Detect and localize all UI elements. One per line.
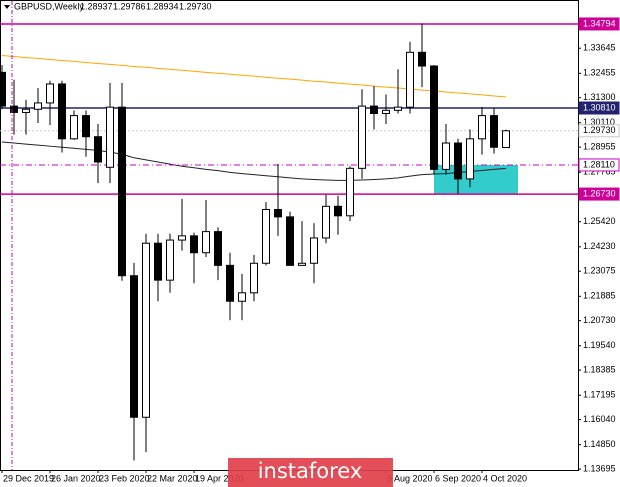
- level-label-box: [578, 124, 620, 138]
- candle-body: [46, 83, 54, 104]
- level-label-box: [578, 101, 620, 115]
- ohlc-close: 1.29730: [179, 1, 212, 11]
- x-tick-label: 6 Sep 2020: [435, 473, 481, 483]
- y-tick-label: 1.31300: [583, 92, 616, 102]
- y-tick-label: 1.32455: [583, 68, 616, 78]
- y-tick-label: 1.30110: [583, 117, 615, 127]
- candle-body: [22, 108, 30, 113]
- watermark-text: instaforex: [258, 459, 363, 483]
- candle-body: [118, 106, 126, 277]
- candle-body: [466, 138, 474, 180]
- candle-body: [478, 115, 486, 140]
- candle-body: [358, 105, 366, 169]
- candle-body: [202, 231, 210, 254]
- candle-body: [346, 167, 354, 217]
- candle-body: [370, 105, 378, 114]
- level-label: 1.30810: [583, 102, 616, 112]
- y-tick-label: 1.21885: [583, 291, 616, 301]
- candle-body: [58, 83, 66, 140]
- y-tick-label: 1.24230: [583, 241, 616, 251]
- candle-body: [70, 115, 78, 140]
- candle-body: [502, 130, 510, 149]
- candle-body: [250, 262, 258, 294]
- level-label: 1.34794: [583, 18, 616, 28]
- candle-body: [490, 115, 498, 148]
- level-label: 1.26730: [583, 188, 616, 198]
- candle-body: [190, 235, 198, 254]
- menu-triangle: [4, 5, 10, 9]
- candle-body: [334, 205, 342, 217]
- candle-body: [298, 262, 306, 266]
- x-tick-label: 26 Jan 2020: [51, 473, 101, 483]
- candle-body: [214, 231, 222, 266]
- candle-body: [34, 102, 42, 110]
- y-tick-label: 1.28955: [583, 142, 616, 152]
- level-label-box: [578, 17, 620, 31]
- y-tick-label: 1.25420: [583, 216, 616, 226]
- y-tick-label: 1.13695: [583, 463, 616, 473]
- moving-average: [1, 54, 507, 98]
- ohlc-open: 1.28937: [80, 1, 113, 11]
- candle-body: [142, 242, 150, 418]
- candle-body: [274, 208, 282, 218]
- candle-body: [442, 142, 450, 170]
- ohlc-low: 1.28934: [146, 1, 179, 11]
- candle-body: [430, 65, 438, 170]
- watermark: instaforex: [228, 458, 393, 487]
- y-tick-label: 1.27765: [583, 167, 616, 177]
- candle-body: [454, 142, 462, 180]
- axes: 1.33645 1.32455 1.31300 1.30110 1.28955 1.277…: [1, 17, 620, 483]
- plot-area: [0, 23, 578, 461]
- level-label-box: [578, 187, 620, 201]
- candle-body: [82, 115, 90, 138]
- candle-body: [310, 237, 318, 264]
- x-tick-label: 9 Aug 2020: [387, 473, 433, 483]
- candle-body: [286, 216, 294, 266]
- candle-body: [382, 109, 390, 114]
- candle-body: [106, 106, 114, 168]
- y-tick-label: 1.16040: [583, 414, 616, 424]
- y-tick-label: 1.19540: [583, 340, 616, 350]
- level-label-box: [578, 158, 620, 172]
- watermark-box: [228, 458, 393, 487]
- candle-body: [238, 292, 246, 302]
- y-tick-label: 1.33645: [583, 43, 616, 53]
- level-label: 1.28110: [583, 159, 615, 169]
- candle-body: [226, 264, 234, 302]
- candle-body: [178, 235, 186, 241]
- x-tick-label: 19 Apr 2020: [195, 473, 244, 483]
- x-tick-label: 22 Mar 2020: [147, 473, 198, 483]
- candle-body: [394, 106, 402, 111]
- y-tick-label: 1.23075: [583, 266, 616, 276]
- candle-body: [154, 242, 162, 281]
- candle-body: [262, 208, 270, 264]
- level-label: 1.29730: [583, 125, 616, 135]
- candle-body: [0, 71, 6, 107]
- x-tick-label: 29 Dec 2019: [3, 473, 54, 483]
- candle-body: [322, 205, 330, 239]
- candle-body: [418, 51, 426, 67]
- candle-body: [10, 105, 18, 113]
- y-tick-label: 1.17195: [583, 390, 616, 400]
- ohlc-high: 1.29786: [113, 1, 146, 11]
- candle-body: [166, 239, 174, 281]
- x-tick-label: 23 Feb 2020: [99, 473, 150, 483]
- x-tick-label: 4 Oct 2020: [483, 473, 527, 483]
- y-tick-label: 1.20730: [583, 315, 616, 325]
- y-tick-label: 1.14850: [583, 439, 616, 449]
- chart-title: GBPUSD,Weekly: [14, 1, 84, 11]
- candle-body: [94, 136, 102, 163]
- candle-body: [130, 275, 138, 418]
- candle-body: [406, 51, 414, 108]
- y-tick-label: 1.18385: [583, 364, 616, 374]
